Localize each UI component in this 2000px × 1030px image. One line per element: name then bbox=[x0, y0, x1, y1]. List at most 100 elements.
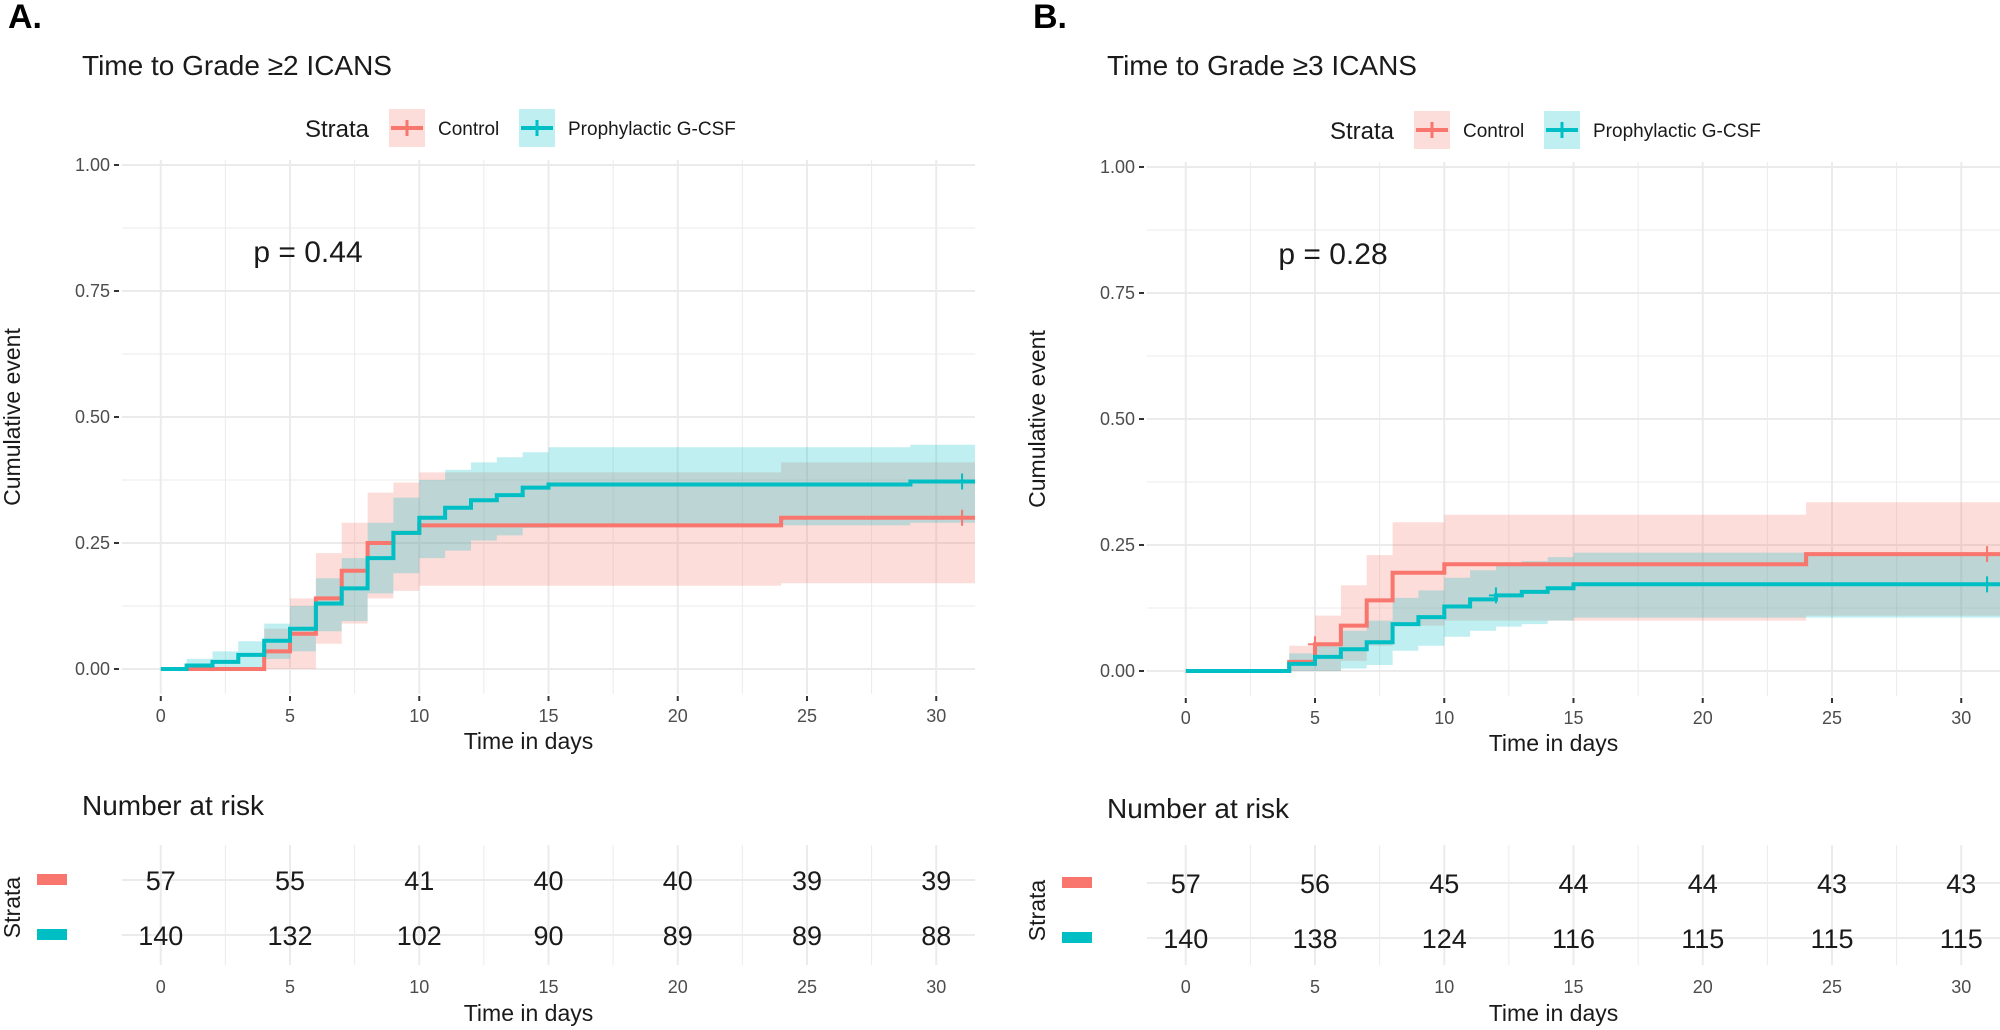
panel-b: B. Time to Grade ≥3 ICANS Strata Control Pro… bbox=[1024, 0, 2000, 1026]
p-value: p = 0.28 bbox=[1278, 238, 1387, 271]
risk-value: 39 bbox=[921, 866, 951, 896]
y-axis-title: Cumulative event bbox=[0, 328, 25, 506]
risk-value: 115 bbox=[1940, 924, 1983, 954]
ci-band-control bbox=[160, 462, 976, 669]
risk-y-axis-title: Strata bbox=[0, 877, 25, 939]
y-tick-label: 0.75 bbox=[1100, 283, 1135, 303]
risk-value: 140 bbox=[138, 921, 183, 951]
x-tick-label: 10 bbox=[409, 706, 429, 726]
panel-label: B. bbox=[1033, 0, 1067, 36]
x-tick-label: 5 bbox=[1310, 708, 1320, 728]
y-tick-label: 1.00 bbox=[1100, 157, 1135, 177]
risk-value: 43 bbox=[1946, 869, 1976, 899]
risk-x-tick-label: 25 bbox=[1822, 977, 1842, 997]
plot-title: Time to Grade ≥2 ICANS bbox=[82, 50, 392, 81]
legend-title: Strata bbox=[305, 116, 370, 143]
p-value: p = 0.44 bbox=[253, 236, 362, 269]
plot-title: Time to Grade ≥3 ICANS bbox=[1107, 50, 1417, 81]
x-tick-label: 30 bbox=[1951, 708, 1971, 728]
risk-row-color-gcsf bbox=[37, 929, 67, 940]
risk-x-axis-title: Time in days bbox=[1489, 1000, 1619, 1026]
risk-table-title: Number at risk bbox=[1107, 793, 1290, 824]
x-tick-label: 25 bbox=[797, 706, 817, 726]
risk-value: 115 bbox=[1810, 924, 1853, 954]
risk-x-tick-label: 0 bbox=[156, 977, 166, 997]
risk-value: 89 bbox=[792, 921, 822, 951]
risk-table-title: Number at risk bbox=[82, 790, 265, 821]
risk-x-tick-label: 5 bbox=[285, 977, 295, 997]
y-axis-title: Cumulative event bbox=[1024, 330, 1050, 508]
risk-value: 40 bbox=[533, 866, 563, 896]
risk-x-tick-label: 15 bbox=[538, 977, 558, 997]
risk-value: 44 bbox=[1688, 869, 1718, 899]
risk-y-axis-title: Strata bbox=[1024, 880, 1050, 942]
km-line-control bbox=[160, 515, 975, 671]
legend-entry: Prophylactic G-CSF bbox=[1593, 121, 1761, 142]
legend-entry: Prophylactic G-CSF bbox=[568, 119, 736, 140]
risk-x-tick-label: 30 bbox=[1951, 977, 1971, 997]
risk-row-color-control bbox=[37, 874, 67, 885]
risk-value: 88 bbox=[921, 921, 951, 951]
risk-value: 57 bbox=[1171, 869, 1201, 899]
risk-value: 138 bbox=[1292, 924, 1337, 954]
legend-entry: Control bbox=[1463, 121, 1524, 142]
km-line-gcsf bbox=[1185, 582, 2000, 673]
risk-value: 57 bbox=[146, 866, 176, 896]
x-axis-title: Time in days bbox=[464, 728, 594, 754]
risk-value: 56 bbox=[1300, 869, 1330, 899]
risk-x-tick-label: 10 bbox=[409, 977, 429, 997]
risk-x-tick-label: 20 bbox=[1693, 977, 1713, 997]
risk-row-color-gcsf bbox=[1062, 932, 1092, 943]
risk-x-tick-label: 5 bbox=[1310, 977, 1320, 997]
risk-value: 39 bbox=[792, 866, 822, 896]
x-axis-title: Time in days bbox=[1489, 730, 1619, 756]
risk-value: 45 bbox=[1429, 869, 1459, 899]
x-tick-label: 10 bbox=[1434, 708, 1454, 728]
risk-value: 115 bbox=[1681, 924, 1724, 954]
risk-x-tick-label: 10 bbox=[1434, 977, 1454, 997]
y-tick-label: 0.25 bbox=[75, 533, 110, 553]
x-tick-label: 0 bbox=[1181, 708, 1191, 728]
risk-value: 140 bbox=[1163, 924, 1208, 954]
risk-value: 124 bbox=[1422, 924, 1467, 954]
x-tick-label: 20 bbox=[668, 706, 688, 726]
risk-value: 89 bbox=[663, 921, 693, 951]
grid bbox=[122, 160, 975, 694]
risk-value: 55 bbox=[275, 866, 305, 896]
risk-value: 102 bbox=[397, 921, 442, 951]
y-tick-label: 0.00 bbox=[75, 659, 110, 679]
y-tick-label: 0.00 bbox=[1100, 661, 1135, 681]
x-tick-label: 30 bbox=[926, 706, 946, 726]
risk-value: 43 bbox=[1817, 869, 1847, 899]
x-tick-label: 15 bbox=[1563, 708, 1583, 728]
risk-table: Number at risk 57 55 41 40 40 39 39 140 132 102 90 8… bbox=[0, 790, 975, 1026]
risk-value: 132 bbox=[267, 921, 312, 951]
risk-table: Number at risk 57 56 45 44 44 43 43 140 138 124 116… bbox=[1024, 793, 2000, 1026]
y-tick-label: 0.25 bbox=[1100, 535, 1135, 555]
x-tick-label: 20 bbox=[1693, 708, 1713, 728]
panel-label: A. bbox=[8, 0, 42, 36]
legend-entry: Control bbox=[438, 119, 499, 140]
legend: Strata Control Prophylactic G-CSF bbox=[305, 109, 736, 147]
risk-x-tick-label: 0 bbox=[1181, 977, 1191, 997]
risk-row-color-control bbox=[1062, 877, 1092, 888]
ci-band-control bbox=[1185, 502, 2000, 671]
y-tick-label: 0.50 bbox=[75, 407, 110, 427]
risk-value: 41 bbox=[404, 866, 434, 896]
risk-value: 90 bbox=[533, 921, 563, 951]
y-tick-label: 0.50 bbox=[1100, 409, 1135, 429]
legend-title: Strata bbox=[1330, 118, 1395, 145]
y-tick-label: 0.75 bbox=[75, 281, 110, 301]
km-line-gcsf bbox=[160, 479, 975, 671]
risk-x-tick-label: 15 bbox=[1563, 977, 1583, 997]
risk-x-axis-title: Time in days bbox=[464, 1000, 594, 1026]
risk-x-tick-label: 25 bbox=[797, 977, 817, 997]
risk-x-tick-label: 30 bbox=[926, 977, 946, 997]
y-tick-label: 1.00 bbox=[75, 155, 110, 175]
x-tick-label: 15 bbox=[538, 706, 558, 726]
risk-value: 40 bbox=[663, 866, 693, 896]
x-tick-label: 25 bbox=[1822, 708, 1842, 728]
x-tick-label: 0 bbox=[156, 706, 166, 726]
x-tick-label: 5 bbox=[285, 706, 295, 726]
